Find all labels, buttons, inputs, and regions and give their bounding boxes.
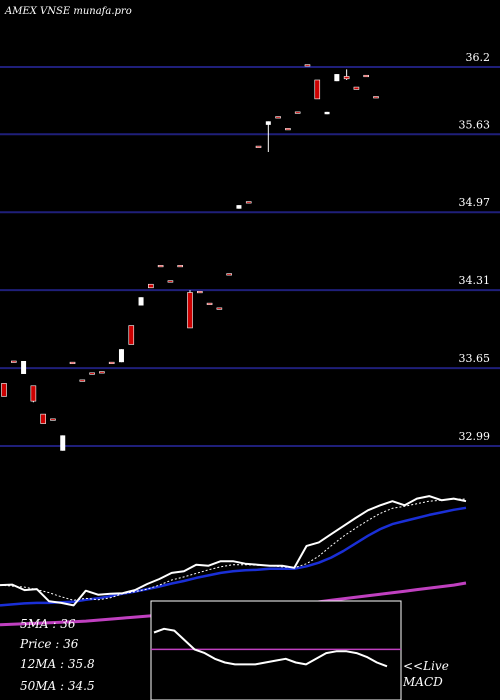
candle-down	[255, 145, 262, 148]
candle-down	[40, 413, 46, 424]
candles	[1, 64, 379, 451]
candle-down	[196, 291, 203, 294]
candle-down	[353, 86, 360, 90]
macd-panel: <<Live MACD	[150, 600, 449, 700]
macd-box	[150, 600, 402, 700]
candle-down	[1, 383, 7, 397]
price-line	[0, 495, 467, 607]
candle-up	[265, 121, 271, 125]
price-level-label: 34.97	[459, 196, 491, 209]
candle-down	[363, 74, 370, 78]
candle-down	[343, 76, 350, 80]
candle-down	[206, 302, 213, 305]
candle-down	[79, 379, 86, 382]
candle-down	[128, 325, 135, 345]
legend-5ma: 5MA : 36	[20, 617, 76, 631]
candle-down	[285, 128, 291, 131]
candle-down	[108, 361, 115, 364]
macd-label-line1: <<Live	[403, 659, 449, 673]
ma5-line	[0, 498, 466, 601]
candle-down	[373, 96, 379, 99]
candle-down	[10, 360, 17, 363]
candle-down	[304, 64, 311, 67]
price-level-label: 32.99	[459, 430, 491, 443]
price-level-label: 35.63	[459, 118, 491, 131]
candle-down	[216, 307, 223, 310]
candle-up	[236, 205, 242, 209]
candle-up	[138, 297, 144, 306]
candle-up	[60, 435, 66, 451]
candle-down	[30, 385, 37, 402]
candle-up	[334, 74, 340, 82]
candle-down	[69, 361, 76, 364]
candle-down	[177, 265, 184, 268]
candle-down	[89, 372, 95, 375]
price-level-label: 36.2	[466, 51, 491, 64]
legend-12ma: 12MA : 35.8	[20, 657, 95, 671]
ma-legend: 5MA : 36 Price : 36 12MA : 35.8 50MA : 3…	[19, 617, 95, 693]
candle-up	[118, 349, 124, 363]
legend-50ma: 50MA : 34.5	[20, 679, 95, 693]
price-level-label: 33.65	[459, 352, 491, 365]
legend-price: Price : 36	[19, 637, 79, 651]
price-grid: 36.2 35.63 34.97 34.31 33.65 32.99	[0, 51, 500, 447]
candle-up	[324, 111, 330, 115]
candle-down	[50, 418, 56, 421]
candle-down	[314, 79, 321, 100]
macd-label-line2: MACD	[402, 675, 443, 689]
candle-down	[157, 265, 164, 268]
macd-line	[153, 627, 388, 668]
candle-up	[21, 360, 27, 374]
candle-down	[99, 371, 105, 374]
candle-down	[187, 292, 193, 329]
price-level-label: 34.31	[459, 274, 491, 287]
candle-down	[275, 116, 281, 119]
candle-down	[226, 273, 232, 276]
candle-down	[294, 111, 301, 114]
candle-down	[167, 280, 174, 283]
chart-header: AMEX VNSE munafa.pro	[4, 6, 132, 17]
candle-down	[245, 201, 252, 204]
candle-down	[148, 283, 154, 289]
